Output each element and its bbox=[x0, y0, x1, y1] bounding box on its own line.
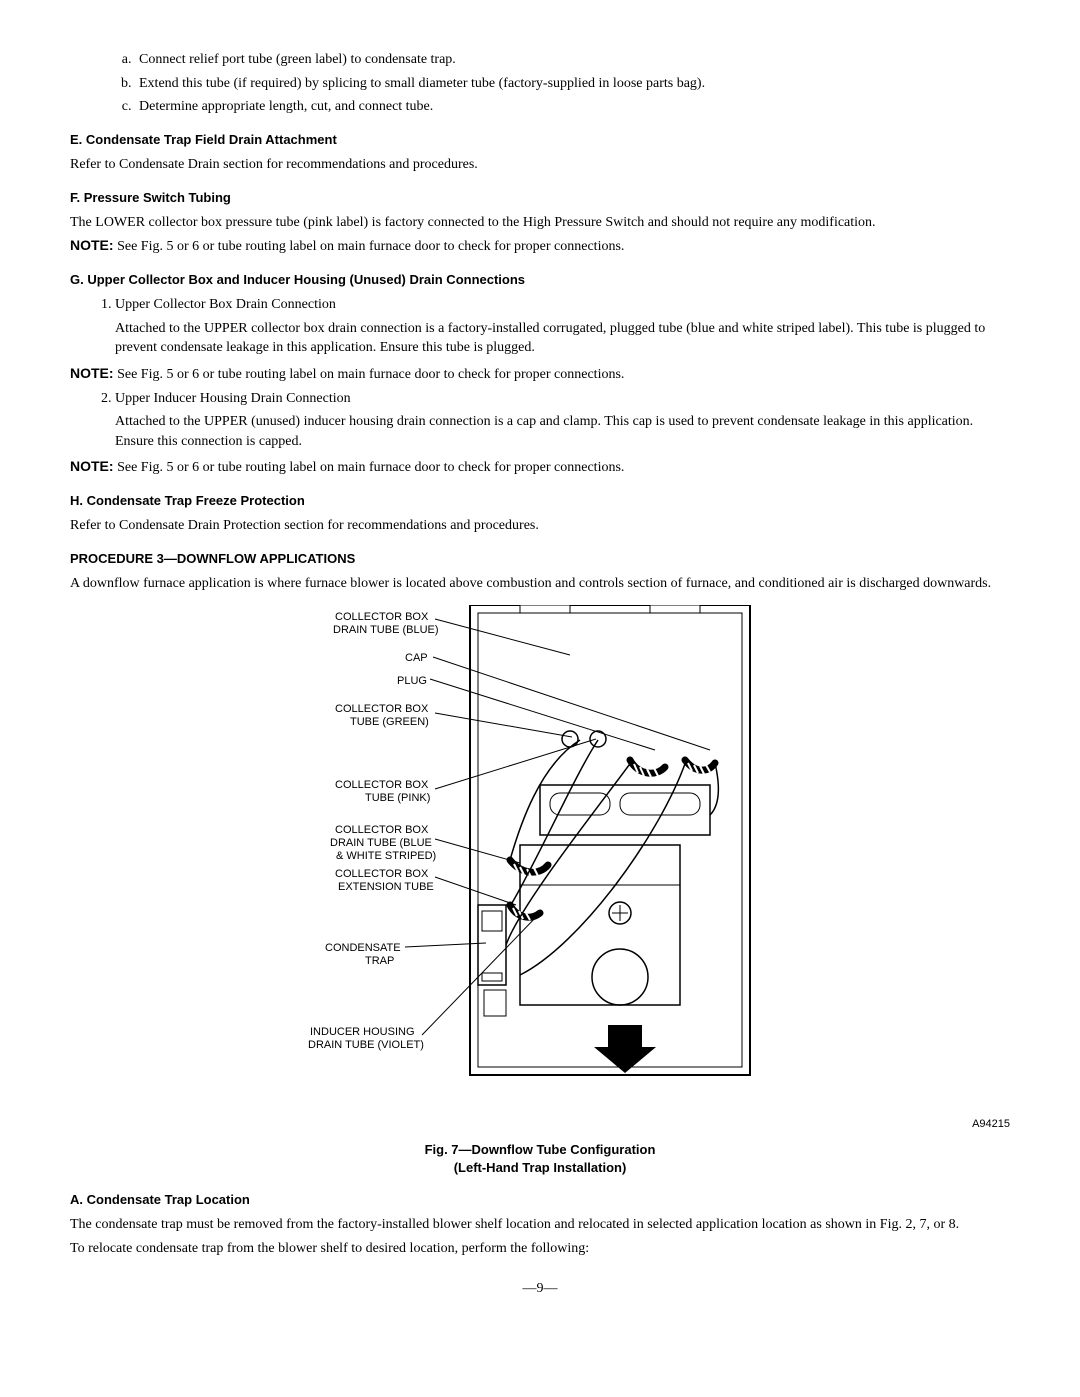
text-H-body: Refer to Condensate Drain Protection sec… bbox=[70, 516, 1010, 536]
note-F: NOTE: See Fig. 5 or 6 or tube routing la… bbox=[70, 236, 1010, 257]
fig-label-8b: TRAP bbox=[365, 954, 394, 969]
note-G2-label: NOTE: bbox=[70, 458, 114, 474]
list-abc: Connect relief port tube (green label) t… bbox=[70, 50, 1010, 117]
figure-caption-2: (Left-Hand Trap Installation) bbox=[454, 1160, 627, 1175]
item-a: Connect relief port tube (green label) t… bbox=[135, 50, 1010, 70]
figure-caption-1: Fig. 7—Downflow Tube Configuration bbox=[425, 1142, 656, 1157]
heading-proc3: PROCEDURE 3—DOWNFLOW APPLICATIONS bbox=[70, 550, 1010, 568]
fig-label-7b: EXTENSION TUBE bbox=[338, 880, 434, 895]
text-A-body2: To relocate condensate trap from the blo… bbox=[70, 1239, 1010, 1259]
list-G1: Upper Collector Box Drain Connection bbox=[70, 295, 1010, 315]
note-G1: NOTE: See Fig. 5 or 6 or tube routing la… bbox=[70, 364, 1010, 385]
text-G1-body: Attached to the UPPER collector box drai… bbox=[70, 319, 1010, 358]
heading-F: F. Pressure Switch Tubing bbox=[70, 189, 1010, 207]
fig-label-3: PLUG bbox=[397, 674, 427, 689]
text-F-body1: The LOWER collector box pressure tube (p… bbox=[70, 213, 1010, 233]
fig-label-9b: DRAIN TUBE (VIOLET) bbox=[308, 1038, 424, 1053]
note-G2: NOTE: See Fig. 5 or 6 or tube routing la… bbox=[70, 457, 1010, 478]
fig-label-2: CAP bbox=[405, 651, 428, 666]
fig-label-6c: & WHITE STRIPED) bbox=[336, 849, 436, 864]
list-G2: Upper Inducer Housing Drain Connection bbox=[70, 389, 1010, 409]
note-G2-text: See Fig. 5 or 6 or tube routing label on… bbox=[114, 460, 625, 475]
item-G2: Upper Inducer Housing Drain Connection bbox=[115, 389, 1010, 409]
text-A-body1: The condensate trap must be removed from… bbox=[70, 1215, 1010, 1235]
fig-label-5b: TUBE (PINK) bbox=[365, 791, 430, 806]
fig-label-4b: TUBE (GREEN) bbox=[350, 715, 429, 730]
heading-E: E. Condensate Trap Field Drain Attachmen… bbox=[70, 131, 1010, 149]
note-G1-label: NOTE: bbox=[70, 365, 114, 381]
text-E-body: Refer to Condensate Drain section for re… bbox=[70, 155, 1010, 175]
heading-A: A. Condensate Trap Location bbox=[70, 1191, 1010, 1209]
figure-caption: Fig. 7—Downflow Tube Configuration (Left… bbox=[70, 1141, 1010, 1177]
text-G2-body: Attached to the UPPER (unused) inducer h… bbox=[70, 412, 1010, 451]
note-G1-text: See Fig. 5 or 6 or tube routing label on… bbox=[114, 367, 625, 382]
heading-H: H. Condensate Trap Freeze Protection bbox=[70, 492, 1010, 510]
text-proc3-body: A downflow furnace application is where … bbox=[70, 574, 1010, 594]
item-c: Determine appropriate length, cut, and c… bbox=[135, 97, 1010, 117]
note-F-label: NOTE: bbox=[70, 237, 114, 253]
figure-7: COLLECTOR BOX DRAIN TUBE (BLUE) CAP PLUG… bbox=[220, 605, 860, 1105]
fig-label-1b: DRAIN TUBE (BLUE) bbox=[333, 623, 439, 638]
heading-G: G. Upper Collector Box and Inducer Housi… bbox=[70, 271, 1010, 289]
item-G1: Upper Collector Box Drain Connection bbox=[115, 295, 1010, 315]
note-F-text: See Fig. 5 or 6 or tube routing label on… bbox=[114, 239, 625, 254]
page-number: —9— bbox=[70, 1279, 1010, 1299]
item-b: Extend this tube (if required) by splici… bbox=[135, 74, 1010, 94]
figure-ref: A94215 bbox=[70, 1117, 1010, 1132]
